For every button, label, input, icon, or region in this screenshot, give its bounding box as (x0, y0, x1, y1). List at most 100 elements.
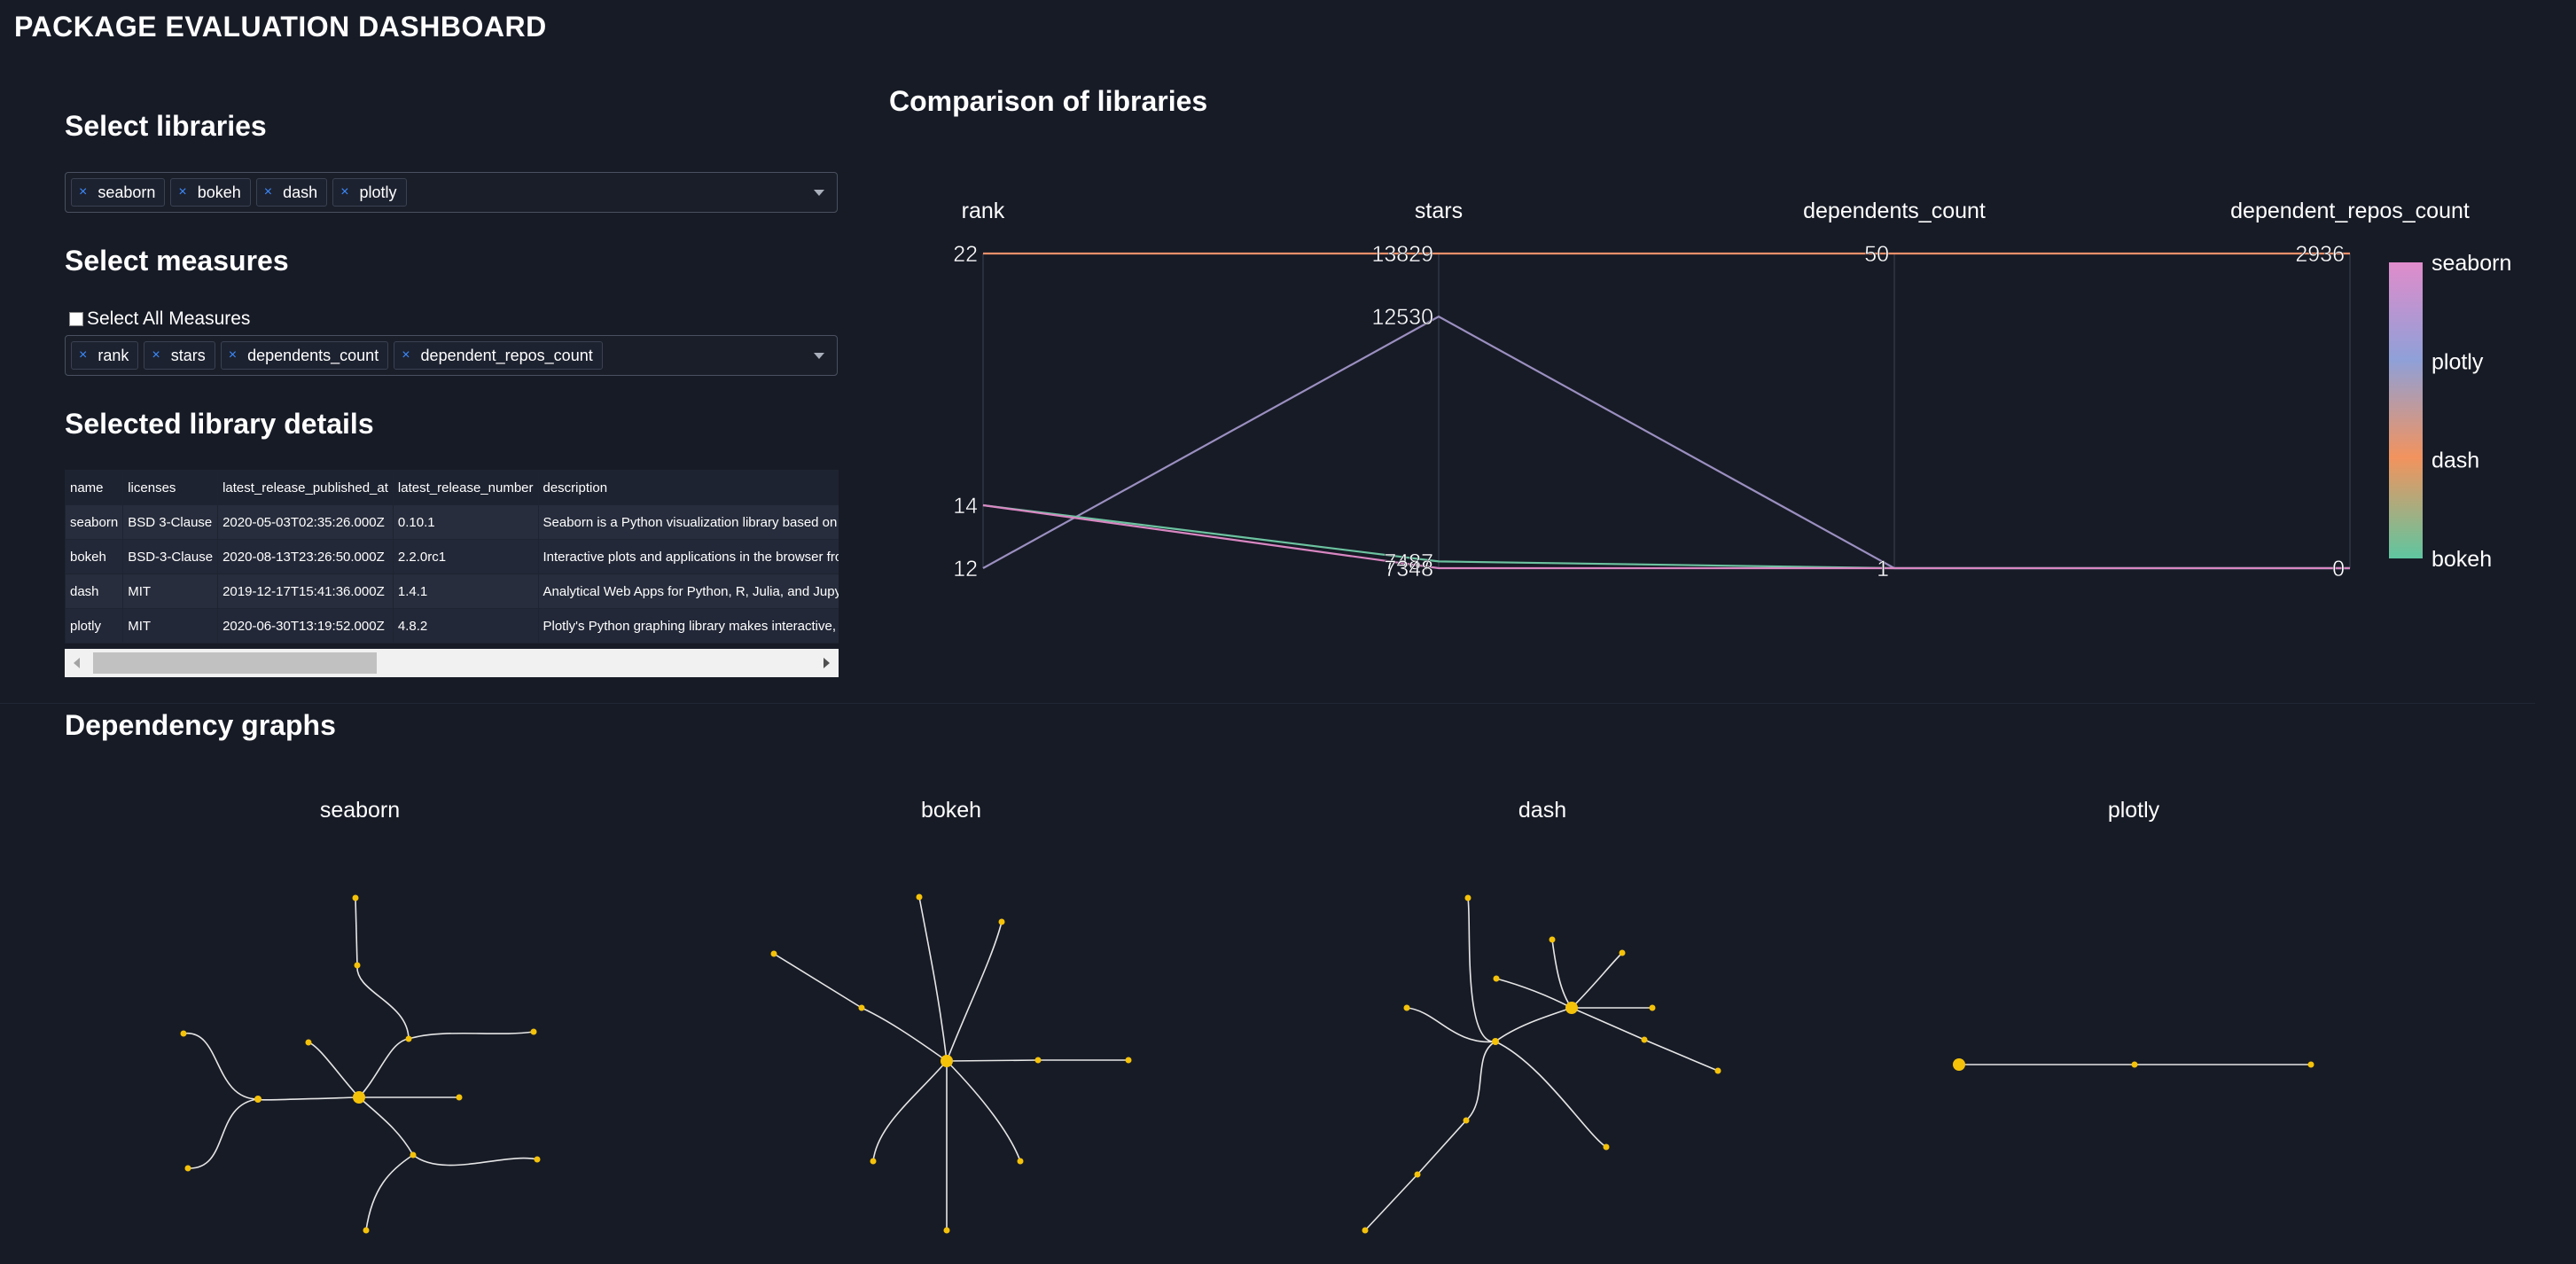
table-row[interactable]: dash MIT 2019-12-17T15:41:36.000Z 1.4.1 … (65, 573, 839, 609)
remove-icon[interactable]: × (79, 184, 88, 199)
graph-node[interactable] (943, 1227, 950, 1234)
table-cell[interactable]: Seaborn is a Python visualization librar… (537, 504, 839, 540)
table-horizontal-scrollbar[interactable] (65, 649, 839, 677)
column-header-name[interactable]: name (65, 470, 124, 505)
graph-node[interactable] (530, 1028, 537, 1035)
table-cell[interactable]: 2020-08-13T23:26:50.000Z (217, 539, 394, 574)
graph-node-root[interactable] (1953, 1058, 1965, 1071)
graph-node[interactable] (354, 962, 361, 969)
table-cell[interactable]: 4.8.2 (392, 608, 539, 644)
remove-icon[interactable]: × (79, 347, 88, 363)
column-header-licenses[interactable]: licenses (122, 470, 219, 505)
graph-node[interactable] (1414, 1171, 1421, 1178)
graph-node[interactable] (998, 918, 1005, 925)
graph-node[interactable] (870, 1158, 877, 1165)
graph-node[interactable] (1017, 1158, 1024, 1165)
parallel-coordinates-chart[interactable]: rank stars dependents_count dependent_repos… (889, 177, 2538, 603)
graph-node[interactable] (2131, 1061, 2138, 1068)
remove-icon[interactable]: × (152, 347, 160, 363)
graph-node[interactable] (352, 894, 359, 901)
remove-icon[interactable]: × (340, 184, 349, 199)
graph-node[interactable] (180, 1030, 187, 1037)
graph-node[interactable] (1493, 975, 1500, 982)
graph-node[interactable] (2307, 1061, 2314, 1068)
graph-node[interactable] (363, 1227, 370, 1234)
remove-icon[interactable]: × (402, 347, 410, 363)
table-cell[interactable]: BSD-3-Clause (122, 539, 219, 574)
measure-chip-dependent-repos-count[interactable]: × dependent_repos_count (394, 341, 603, 370)
graph-node[interactable] (1603, 1143, 1610, 1151)
chevron-down-icon[interactable] (814, 353, 824, 359)
table-row[interactable]: bokeh BSD-3-Clause 2020-08-13T23:26:50.0… (65, 539, 839, 574)
graph-node[interactable] (184, 1165, 191, 1172)
graph-node[interactable] (1403, 1004, 1410, 1011)
table-cell[interactable]: 1.4.1 (392, 573, 539, 609)
table-cell[interactable]: MIT (122, 573, 219, 609)
measure-chip-stars[interactable]: × stars (144, 341, 215, 370)
table-cell[interactable]: 2020-06-30T13:19:52.000Z (217, 608, 394, 644)
table-cell[interactable]: plotly (65, 608, 124, 644)
graph-node[interactable] (1641, 1036, 1648, 1043)
remove-icon[interactable]: × (178, 184, 187, 199)
graph-node[interactable] (534, 1156, 541, 1163)
library-chip-bokeh[interactable]: × bokeh (170, 178, 251, 207)
table-cell[interactable]: Analytical Web Apps for Python, R, Julia… (537, 573, 839, 609)
table-row[interactable]: plotly MIT 2020-06-30T13:19:52.000Z 4.8.… (65, 608, 839, 644)
graph-node[interactable] (1464, 894, 1471, 901)
graph-node[interactable] (410, 1151, 417, 1159)
library-chip-dash[interactable]: × dash (255, 178, 328, 207)
scroll-left-icon[interactable] (74, 658, 80, 668)
select-all-checkbox[interactable] (69, 312, 83, 326)
table-cell[interactable]: BSD 3-Clause (122, 504, 219, 540)
libraries-dropdown[interactable]: × seaborn × bokeh × dash × plotly (65, 172, 838, 213)
select-all-measures[interactable]: Select All Measures (69, 308, 250, 330)
details-table-container[interactable]: name licenses latest_release_published_a… (65, 470, 839, 647)
table-cell[interactable]: Interactive plots and applications in th… (537, 539, 839, 574)
graph-node[interactable] (1463, 1117, 1470, 1124)
chevron-down-icon[interactable] (814, 190, 824, 196)
graph-node[interactable] (1492, 1038, 1499, 1045)
scroll-right-icon[interactable] (824, 658, 830, 668)
remove-icon[interactable]: × (228, 347, 238, 363)
graph-node[interactable] (305, 1039, 312, 1046)
graph-node[interactable] (456, 1094, 463, 1101)
graph-node[interactable] (254, 1096, 262, 1103)
library-chip-plotly[interactable]: × plotly (332, 178, 407, 207)
table-row[interactable]: seaborn BSD 3-Clause 2020-05-03T02:35:26… (65, 504, 839, 540)
graph-node[interactable] (1649, 1004, 1656, 1011)
graph-node[interactable] (1549, 936, 1556, 943)
table-cell[interactable]: 2019-12-17T15:41:36.000Z (217, 573, 394, 609)
graph-node[interactable] (405, 1035, 412, 1042)
graph-node[interactable] (916, 893, 923, 901)
column-header-published[interactable]: latest_release_published_at (217, 470, 394, 505)
graph-node[interactable] (1362, 1227, 1369, 1234)
table-cell[interactable]: Plotly's Python graphing library makes i… (537, 608, 839, 644)
measure-chip-rank[interactable]: × rank (71, 341, 139, 370)
table-cell[interactable]: 2020-05-03T02:35:26.000Z (217, 504, 394, 540)
table-cell[interactable]: bokeh (65, 539, 124, 574)
column-header-description[interactable]: description (537, 470, 839, 505)
graph-node[interactable] (1714, 1067, 1721, 1074)
table-cell[interactable]: 2.2.0rc1 (392, 539, 539, 574)
graph-node-root[interactable] (941, 1055, 953, 1067)
graph-node[interactable] (858, 1004, 865, 1011)
graph-node[interactable] (1619, 949, 1626, 956)
library-chip-seaborn[interactable]: × seaborn (71, 178, 166, 207)
graph-node[interactable] (1125, 1057, 1132, 1064)
measure-chip-dependents-count[interactable]: × dependents_count (220, 341, 389, 370)
graph-node-root[interactable] (1565, 1002, 1578, 1014)
measures-dropdown[interactable]: × rank × stars × dependents_count × dependen… (65, 335, 838, 376)
graph-node-root[interactable] (353, 1091, 365, 1104)
column-header-release[interactable]: latest_release_number (392, 470, 539, 505)
table-cell[interactable]: 0.10.1 (392, 504, 539, 540)
series-line-bokeh[interactable] (982, 503, 2350, 570)
series-line-seaborn[interactable] (982, 503, 2350, 570)
scrollbar-thumb[interactable] (93, 652, 377, 674)
table-cell[interactable]: seaborn (65, 504, 124, 540)
graph-node[interactable] (1034, 1057, 1042, 1064)
graph-node[interactable] (770, 950, 777, 957)
dependency-graphs[interactable]: seaborn bokeh dash plotly (0, 780, 2576, 1264)
table-cell[interactable]: dash (65, 573, 124, 609)
table-cell[interactable]: MIT (122, 608, 219, 644)
remove-icon[interactable]: × (263, 184, 273, 199)
